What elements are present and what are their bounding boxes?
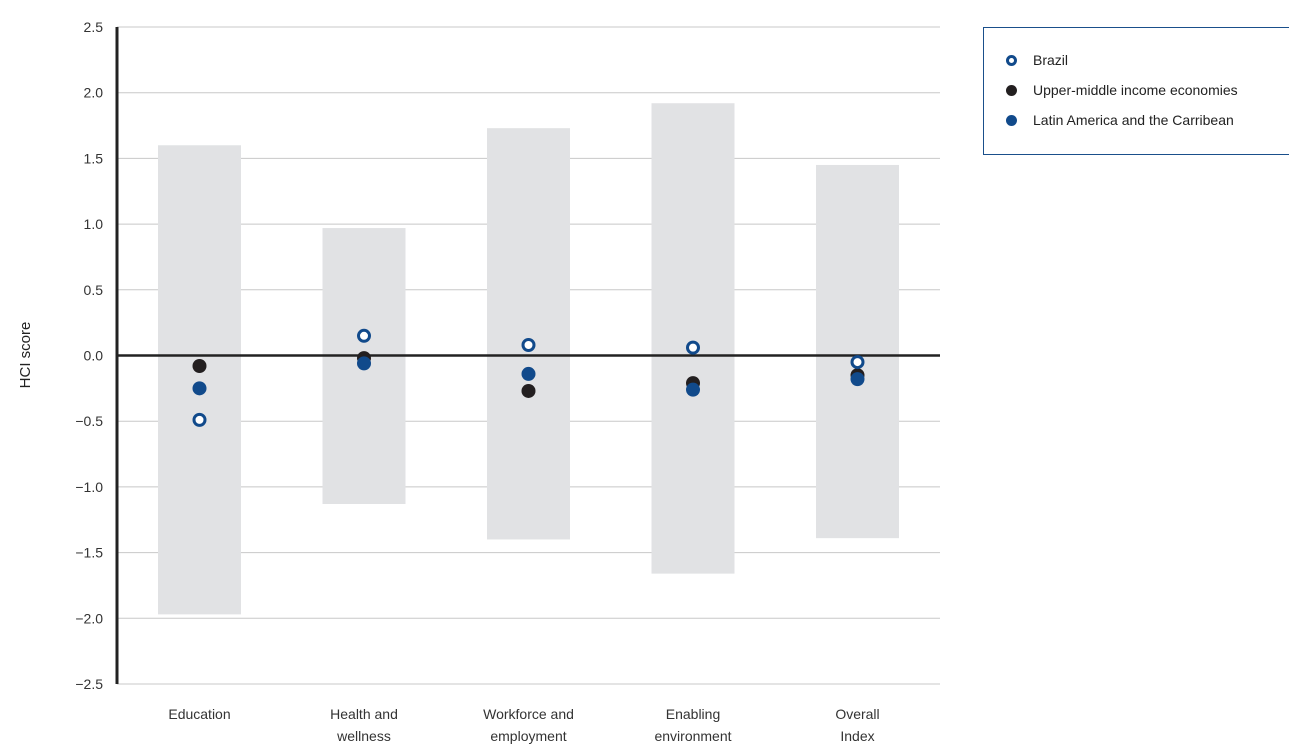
x-category-label: employment [490,728,566,744]
y-axis-label: HCI score [17,322,34,389]
range-bar [651,103,735,574]
y-tick-label: −0.5 [75,413,103,429]
legend-label: Brazil [1033,52,1069,68]
y-tick-label: −1.5 [75,545,103,561]
filled-circle-icon [1006,114,1017,126]
data-point-latin-america-and-the-carribean [686,382,700,397]
filled-circle-icon [1006,84,1017,96]
axes [115,27,940,684]
range-bar [816,164,899,539]
legend-item-brazil: Brazil [1006,52,1068,68]
legend-item-latam: Latin America and the Carribean [1006,112,1234,128]
y-tick-label: 2.0 [84,85,104,101]
data-point-latin-america-and-the-carribean [521,366,536,381]
data-point-brazil [521,337,536,352]
data-point-latin-america-and-the-carribean [192,381,207,396]
x-category-label: Index [840,728,874,744]
y-tick-label: 0.5 [84,282,104,298]
x-category-label: wellness [336,728,391,744]
hollow-circle-icon [1006,54,1017,66]
range-bar [487,128,570,540]
data-point-latin-america-and-the-carribean [357,356,371,371]
y-tick-label: 0.0 [84,348,104,364]
x-category-label: Workforce and [483,706,574,722]
x-category-label: Education [168,706,230,722]
y-tick-label: −2.5 [75,676,103,692]
range-bars [158,103,899,615]
y-tick-label: −2.0 [75,610,103,626]
legend: Brazil Upper-middle income economies Lat… [983,27,1289,155]
x-category-label: Health and [330,706,398,722]
y-tick-label: −1.0 [75,479,103,495]
data-point-brazil [686,340,700,355]
data-point-upper-middle-income-economies [192,359,207,374]
data-point-upper-middle-income-economies [521,383,536,398]
x-category-label: Enabling [666,706,721,722]
data-point-brazil [850,355,865,370]
legend-item-upper-middle: Upper-middle income economies [1006,82,1238,98]
y-tick-labels: 2.5 2.0 1.5 1.0 0.5 0.0 −0.5 −1.0 −1.5 −2.0 −2.5 [75,19,103,692]
data-point-brazil [357,328,371,343]
data-point-latin-america-and-the-carribean [850,372,865,387]
y-tick-label: 1.0 [84,216,104,232]
data-points [192,328,865,427]
legend-label: Upper-middle income economies [1033,82,1238,98]
x-category-label: Overall [835,706,879,722]
legend-label: Latin America and the Carribean [1033,112,1234,128]
x-category-label: environment [654,728,731,744]
x-category-labels: Education Health and wellness Workforce and… [168,706,879,744]
y-tick-label: 2.5 [84,19,104,35]
y-tick-label: 1.5 [84,150,104,166]
range-bar [158,145,241,615]
data-point-brazil [192,412,207,427]
